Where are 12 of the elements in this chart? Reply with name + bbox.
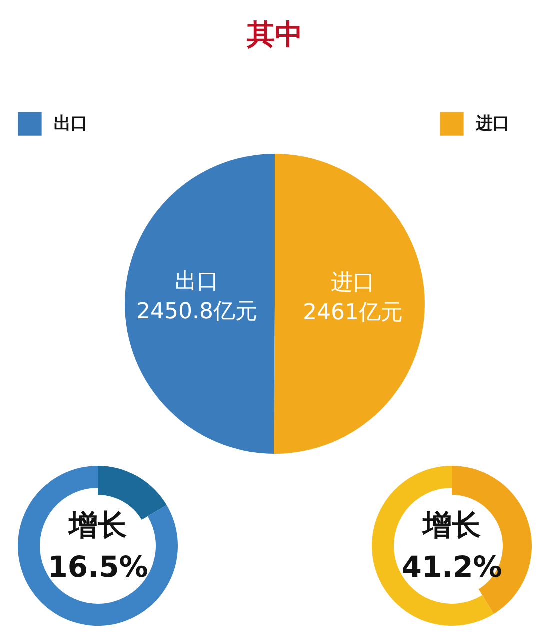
pie-slice	[125, 154, 275, 454]
text: 增长	[67, 508, 127, 542]
text: 增长	[421, 508, 481, 542]
pie-slice	[274, 154, 425, 454]
data-label: 2461亿元	[303, 300, 403, 326]
slice-label: 进口	[331, 270, 375, 296]
data-label: 2450.8亿元	[136, 300, 258, 325]
text: 16.5%	[48, 550, 148, 584]
legend-label: 出口	[54, 114, 88, 134]
chart-title: 其中	[246, 18, 303, 51]
slice-label: 出口	[175, 270, 219, 295]
legend-label: 进口	[475, 114, 510, 134]
